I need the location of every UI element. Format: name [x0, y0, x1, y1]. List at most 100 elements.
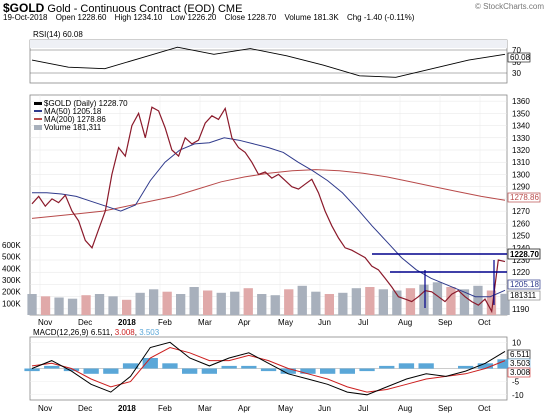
volume-label: Volume — [284, 13, 312, 22]
volume-bar — [108, 296, 118, 315]
macd-line — [31, 341, 506, 396]
x-axis-label: Apr — [238, 404, 251, 413]
macd-panel: MACD(12,26,9) 6.511, 3.008, 3.503 1050-5… — [24, 328, 531, 401]
chart-header: $GOLD Gold - Continuous Contract (EOD) C… — [0, 0, 550, 24]
volume-bar — [486, 290, 497, 315]
x-axis-label: Apr — [238, 318, 251, 327]
price-value-tags: 1228.70 1278.86 1205.18 181311 — [507, 192, 541, 301]
volume-bar — [378, 289, 388, 315]
volume-bars — [27, 282, 510, 315]
close-tag: 1228.70 — [510, 250, 539, 259]
volume-bar — [311, 291, 321, 315]
x-axis-label: Sep — [438, 318, 453, 327]
macd-hist-bar — [280, 368, 296, 374]
x-axis-label: Nov — [38, 318, 52, 327]
macd-histogram — [24, 358, 513, 374]
close-value: 1228.70 — [247, 13, 277, 22]
macd-hist-bar — [24, 368, 40, 372]
macd-hist-bar — [44, 365, 60, 369]
price-tick-label: 1240 — [512, 244, 530, 253]
macd-hist-bar — [182, 368, 198, 374]
macd-label-signal: 3.008 — [115, 328, 136, 337]
volume-bar — [67, 298, 78, 315]
symbol: $GOLD — [3, 1, 45, 15]
x-axis-middle: Nov Dec 2018 Feb Mar Apr May Jun Jul Aug Sep Oct — [38, 318, 491, 327]
open-label: Open — [55, 13, 76, 22]
price-legend: $GOLD (Daily) 1228.70 MA(50) 1205.18 MA(… — [34, 99, 128, 132]
macd-hist-bar — [63, 368, 80, 372]
volume-bar — [270, 295, 280, 315]
volume-bar — [40, 296, 51, 315]
ma200-tag: 1278.86 — [510, 193, 539, 202]
volume-tick-label: 300K — [2, 276, 21, 285]
ma50-line — [32, 137, 506, 298]
volume-value: 181.3K — [313, 13, 339, 22]
open-value: 1228.60 — [77, 13, 107, 22]
volume-bar — [94, 294, 105, 315]
price-tick-label: 1290 — [512, 183, 530, 192]
rsi-label: RSI(14) 60.08 — [33, 30, 83, 39]
price-tick-label: 1360 — [512, 97, 530, 106]
volume-bar — [54, 297, 64, 315]
instrument-name: Gold - Continuous Contract (EOD) — [47, 3, 215, 15]
x-axis-label: Mar — [198, 404, 212, 413]
volume-bar — [459, 289, 470, 315]
macd-hist-bar — [241, 365, 257, 369]
low-label: Low — [170, 13, 186, 22]
macd-hist-bar — [379, 365, 395, 369]
price-tick-label: 1220 — [512, 268, 530, 277]
macd-hist-bar — [201, 368, 217, 374]
rsi-value-tag-box — [507, 52, 531, 63]
volume-bar — [122, 299, 132, 315]
macd-tag-hist: 3.503 — [510, 359, 531, 368]
x-axis-label: 2018 — [118, 404, 136, 413]
rsi-value-tag: 60.08 — [510, 53, 531, 62]
legend-volume: Volume 181,311 — [44, 123, 102, 132]
volume-bar — [446, 287, 456, 315]
ma200-line — [31, 169, 506, 219]
macd-hist-bar — [221, 365, 237, 369]
volume-tick-label: 200K — [2, 288, 21, 297]
macd-signal-line — [31, 346, 506, 393]
macd-tag-macd: 6.511 — [510, 350, 530, 359]
macd-hist-bar — [103, 368, 119, 374]
ma50-tag: 1205.18 — [510, 280, 539, 289]
price-line — [31, 106, 506, 314]
macd-hist-bar — [122, 363, 139, 369]
macd-value-tags: 6.511 3.503 3.008 — [507, 349, 531, 378]
volume-axis-ticks: 600K 500K 400K 300K 200K 100K — [2, 241, 21, 308]
macd-label-macd: 6.511 — [91, 328, 111, 337]
x-axis-bottom: Nov Dec 2018 Feb Mar Apr May Jun Jul Aug Sep Oct — [38, 404, 491, 413]
chg-label: Chg — [346, 13, 362, 22]
x-axis-label: Jun — [318, 404, 331, 413]
x-axis-label: Oct — [478, 404, 491, 413]
x-axis-label: Dec — [78, 404, 92, 413]
price-tick-label: 1340 — [512, 122, 530, 131]
macd-hist-bar — [458, 365, 474, 369]
macd-hist-bar — [497, 359, 513, 369]
price-panel: $GOLD (Daily) 1228.70 MA(50) 1205.18 MA(… — [2, 94, 541, 316]
macd-tick-label: 10 — [512, 338, 521, 347]
volume-tick-label: 100K — [2, 299, 21, 308]
price-tick-label: 1190 — [512, 305, 530, 314]
macd-tick-label: -5 — [512, 378, 520, 387]
volume-bar — [176, 294, 186, 315]
volume-bar — [297, 285, 307, 315]
macd-hist-bar — [320, 368, 336, 374]
volume-bar — [324, 294, 334, 315]
volume-bar — [473, 285, 483, 315]
volume-bar — [351, 288, 361, 315]
price-tick-label: 1260 — [512, 219, 530, 228]
rsi-tick-label: 50 — [512, 58, 521, 67]
x-axis-label: Jul — [358, 318, 368, 327]
x-axis-label: Aug — [398, 404, 412, 413]
price-tick-label: 1330 — [512, 134, 530, 143]
x-axis-label: 2018 — [118, 318, 136, 327]
volume-bar — [135, 292, 145, 315]
price-tick-label: 1350 — [512, 109, 530, 118]
volume-bar — [230, 291, 240, 315]
volume-bar — [419, 284, 429, 315]
x-axis-label: Jul — [358, 404, 368, 413]
price-tick-label: 1310 — [512, 158, 530, 167]
rsi-ticks: 70 50 30 — [512, 46, 521, 78]
